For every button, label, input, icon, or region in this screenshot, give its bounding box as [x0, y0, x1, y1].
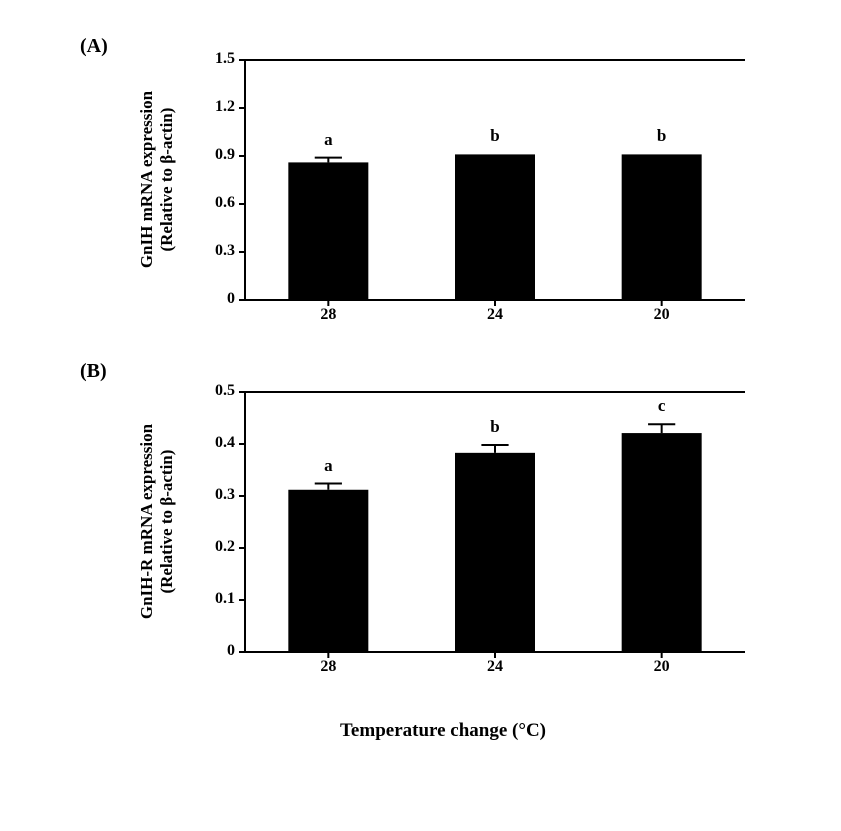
chart-a: GnIH mRNA expression (Relative to β-acti…: [185, 24, 755, 330]
xtick-label: 28: [308, 658, 348, 676]
ytick-label: 0: [189, 642, 235, 660]
ytick-label: 1.2: [189, 98, 235, 116]
ytick-label: 0.3: [189, 242, 235, 260]
ytick-label: 0.4: [189, 434, 235, 452]
xtick-label: 24: [475, 658, 515, 676]
xtick-label: 20: [642, 306, 682, 324]
chart-b-ylabel-wrap: GnIH-R mRNA expression (Relative to β-ac…: [129, 392, 185, 652]
ytick-label: 0.5: [189, 382, 235, 400]
ytick-label: 0.9: [189, 146, 235, 164]
sig-label: c: [652, 396, 672, 416]
sig-label: b: [652, 126, 672, 146]
chart-a-ylabel-wrap: GnIH mRNA expression (Relative to β-acti…: [129, 60, 185, 300]
bar-a-1: [455, 154, 535, 300]
sig-label: a: [318, 130, 338, 150]
sig-label: b: [485, 126, 505, 146]
sig-label: a: [318, 456, 338, 476]
panel-label-a: (A): [80, 35, 108, 58]
chart-b: GnIH-R mRNA expression (Relative to β-ac…: [185, 356, 755, 682]
ytick-label: 0.3: [189, 486, 235, 504]
chart-b-ylabel: GnIH-R mRNA expression (Relative to β-ac…: [137, 424, 176, 619]
sig-label: b: [485, 417, 505, 437]
ytick-label: 0.2: [189, 538, 235, 556]
chart-a-ylabel-line2: (Relative to β-actin): [157, 91, 177, 268]
panel-label-b: (B): [80, 360, 107, 383]
figure-page: (A) (B) GnIH mRNA expression (Relative t…: [0, 0, 841, 831]
bar-a-0: [288, 162, 368, 300]
xtick-label: 28: [308, 306, 348, 324]
xtick-label: 20: [642, 658, 682, 676]
x-axis-title: Temperature change (°C): [340, 720, 546, 742]
chart-a-svg: [185, 24, 755, 330]
bar-b-1: [455, 453, 535, 652]
ytick-label: 0: [189, 290, 235, 308]
chart-a-ylabel-line1: GnIH mRNA expression: [137, 91, 156, 268]
bar-b-2: [622, 433, 702, 652]
chart-b-ylabel-line2: (Relative to β-actin): [157, 424, 177, 619]
bar-b-0: [288, 490, 368, 652]
bar-a-2: [622, 154, 702, 300]
ytick-label: 0.1: [189, 590, 235, 608]
xtick-label: 24: [475, 306, 515, 324]
chart-a-ylabel: GnIH mRNA expression (Relative to β-acti…: [137, 91, 176, 268]
chart-b-ylabel-line1: GnIH-R mRNA expression: [137, 424, 156, 619]
ytick-label: 0.6: [189, 194, 235, 212]
ytick-label: 1.5: [189, 50, 235, 68]
